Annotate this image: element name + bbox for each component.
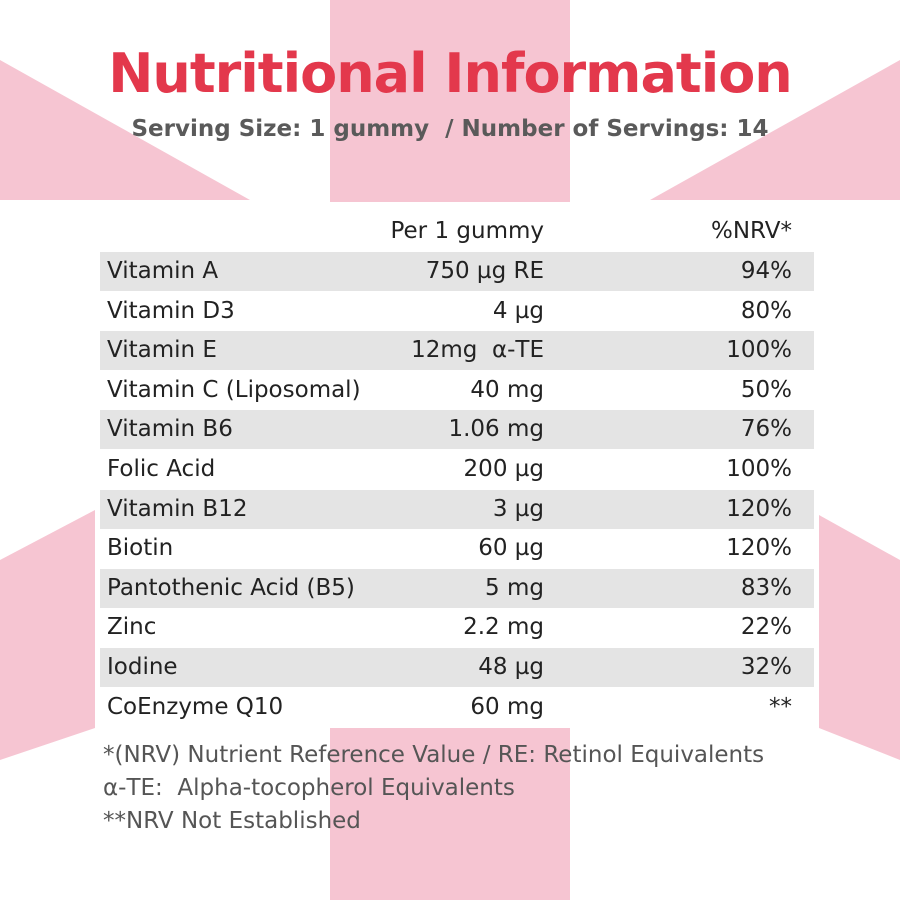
nrv: 120% <box>726 495 792 522</box>
table-row: Biotin 60 µg 120% <box>100 529 814 568</box>
footnote: *(NRV) Nutrient Reference Value / RE: Re… <box>103 742 765 768</box>
nutrient: Biotin <box>107 535 174 562</box>
table-row: Vitamin D3 4 µg 80% <box>100 292 814 331</box>
table-row: Vitamin B12 3 µg 120% <box>100 489 814 529</box>
nutrient: Vitamin C (Liposomal) <box>107 376 361 403</box>
nutrition-table: Per 1 gummy %NRV* Vitamin A 750 µg RE 94% Vit… <box>95 202 819 728</box>
title: Nutritional Information <box>108 42 793 105</box>
pink-diagonal <box>0 60 250 200</box>
header-row: Per 1 gummy %NRV* <box>100 212 814 251</box>
nutrient: CoEnzyme Q10 <box>107 693 284 720</box>
nutrient: Vitamin D3 <box>107 297 235 324</box>
amount: 60 µg <box>478 535 544 562</box>
nrv: 76% <box>740 416 792 443</box>
amount: 750 µg RE <box>425 258 544 284</box>
amount: 3 µg <box>492 495 544 522</box>
nrv: 80% <box>740 297 792 324</box>
table-row: Vitamin A 750 µg RE 94% <box>100 252 814 291</box>
nutrient: Pantothenic Acid (B5) <box>107 574 355 601</box>
nrv: 120% <box>726 535 792 562</box>
pink-diagonal <box>819 515 900 760</box>
table-row: Vitamin C (Liposomal) 40 mg 50% <box>100 371 814 410</box>
amount: 200 µg <box>463 456 544 482</box>
nutrient: Zinc <box>107 614 157 641</box>
amount: 1.06 mg <box>448 416 544 443</box>
nrv: 94% <box>740 258 792 284</box>
amount: 40 mg <box>470 376 544 403</box>
column-header: %NRV* <box>710 218 792 244</box>
amount: 4 µg <box>492 297 544 324</box>
table-row: Zinc 2.2 mg 22% <box>100 608 814 647</box>
nrv: 100% <box>726 456 792 482</box>
table-row: Vitamin E 12mg α-TE 100% <box>100 331 814 371</box>
subtitle: Serving Size: 1 gummy / Number of Servin… <box>131 116 769 142</box>
nutrient: Vitamin E <box>107 337 217 364</box>
nrv: 100% <box>726 337 792 364</box>
table-row: Iodine 48 µg 32% <box>100 648 814 687</box>
pink-diagonal <box>0 510 95 760</box>
amount: 60 mg <box>470 693 544 720</box>
table-row: Pantothenic Acid (B5) 5 mg 83% <box>100 568 814 608</box>
table-row: Vitamin B6 1.06 mg 76% <box>100 410 814 450</box>
nrv: 50% <box>740 376 792 403</box>
amount: 12mg α-TE <box>411 337 544 364</box>
nrv: ** <box>769 693 792 720</box>
pink-diagonal <box>650 60 900 200</box>
nutrient: Iodine <box>107 654 178 680</box>
nutrient: Vitamin B6 <box>107 416 233 443</box>
amount: 2.2 mg <box>463 614 544 641</box>
footnote: α-TE: Alpha-tocopherol Equivalents <box>103 775 515 801</box>
nutrient: Folic Acid <box>107 456 216 482</box>
amount: 48 µg <box>478 654 544 680</box>
amount: 5 mg <box>485 574 544 601</box>
nrv: 83% <box>740 574 792 601</box>
footnote: **NRV Not Established <box>103 808 361 834</box>
column-header: Per 1 gummy <box>390 218 544 244</box>
nrv: 32% <box>740 654 792 680</box>
nutrient: Vitamin A <box>107 258 219 284</box>
table-row: CoEnzyme Q10 60 mg ** <box>100 688 814 727</box>
nutrient: Vitamin B12 <box>107 495 248 522</box>
nrv: 22% <box>740 614 792 641</box>
table-row: Folic Acid 200 µg 100% <box>100 450 814 489</box>
